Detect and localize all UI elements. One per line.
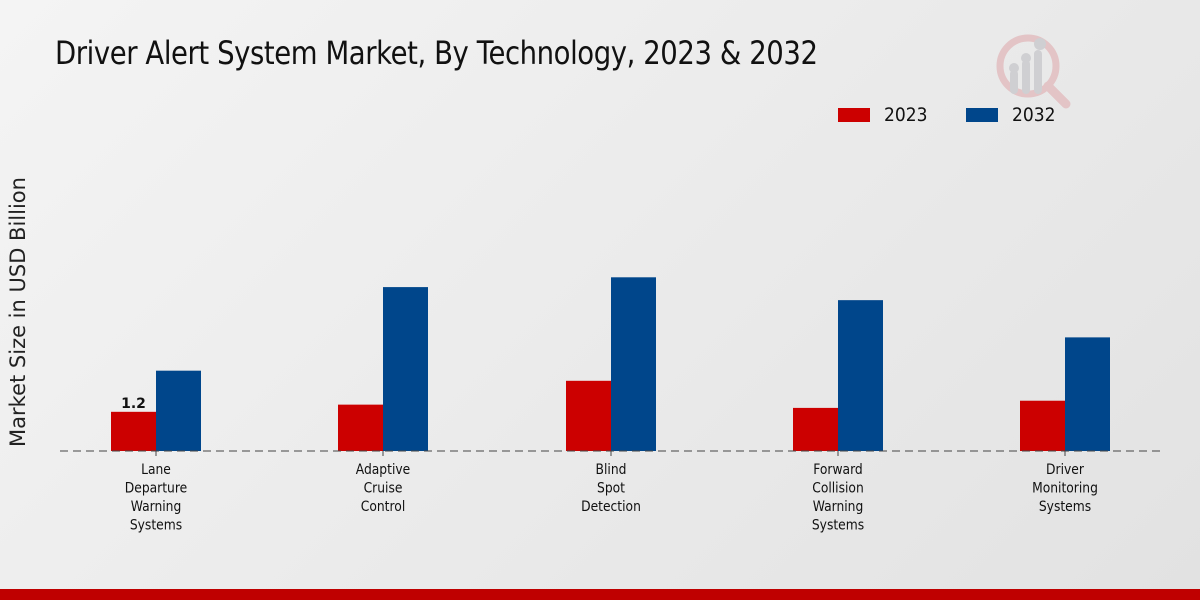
watermark-logo-icon [996,34,1071,109]
bar-2032-2 [611,277,656,451]
x-tick-label-line: Systems [812,518,864,534]
bar-2032-4 [1065,337,1110,451]
x-tick-label-line: Detection [581,499,641,515]
x-tick-label-line: Cruise [364,481,403,497]
bar-2032-0 [156,370,201,451]
x-tick-label-4: Driver Monitoring Systems [1032,462,1098,515]
x-tick-label-line: Forward [813,462,863,478]
x-tick-label-line: Departure [125,481,187,497]
x-tick-label-0: Lane Departure Warning Systems [125,462,187,533]
x-tick-label-line: Collision [812,481,864,497]
legend-swatch-2032 [966,108,999,122]
x-tick-label-line: Monitoring [1032,481,1098,497]
x-tick-label-line: Spot [597,481,625,497]
x-tick-label-line: Lane [141,462,171,478]
bar-2023-3 [793,407,838,451]
x-tick-label-line: Systems [130,518,182,534]
x-tick-label-line: Warning [131,499,182,515]
x-tick-label-line: Control [361,499,405,515]
x-tick-label-line: Blind [596,462,627,478]
legend-item-2023[interactable]: 2023 [838,104,932,126]
data-label-0: 1.2 [121,396,146,412]
bar-2032-3 [838,300,883,451]
bar-2023-0 [111,411,156,451]
x-tick-label-line: Adaptive [356,462,410,478]
x-tick-label-2: Blind Spot Detection [581,462,641,515]
bar-2032-1 [383,287,428,451]
legend-swatch-2023 [838,108,870,122]
legend: 2023 2032 [838,104,1095,126]
legend-item-2032[interactable]: 2032 [966,104,1060,126]
legend-label-2023: 2023 [884,104,928,126]
legend-label-2032: 2032 [1012,104,1056,126]
bar-2023-4 [1020,400,1065,451]
x-tick-label-line: Warning [813,499,864,515]
footer-bar [0,589,1200,600]
chart-title: Driver Alert System Market, By Technolog… [55,34,818,72]
bar-2023-1 [338,404,383,451]
x-tick-label-3: Forward Collision Warning Systems [812,462,864,533]
bar-2023-2 [566,380,611,451]
x-tick-label-1: Adaptive Cruise Control [356,462,410,515]
x-tick-label-line: Systems [1039,499,1091,515]
x-tick-label-line: Driver [1046,462,1084,478]
